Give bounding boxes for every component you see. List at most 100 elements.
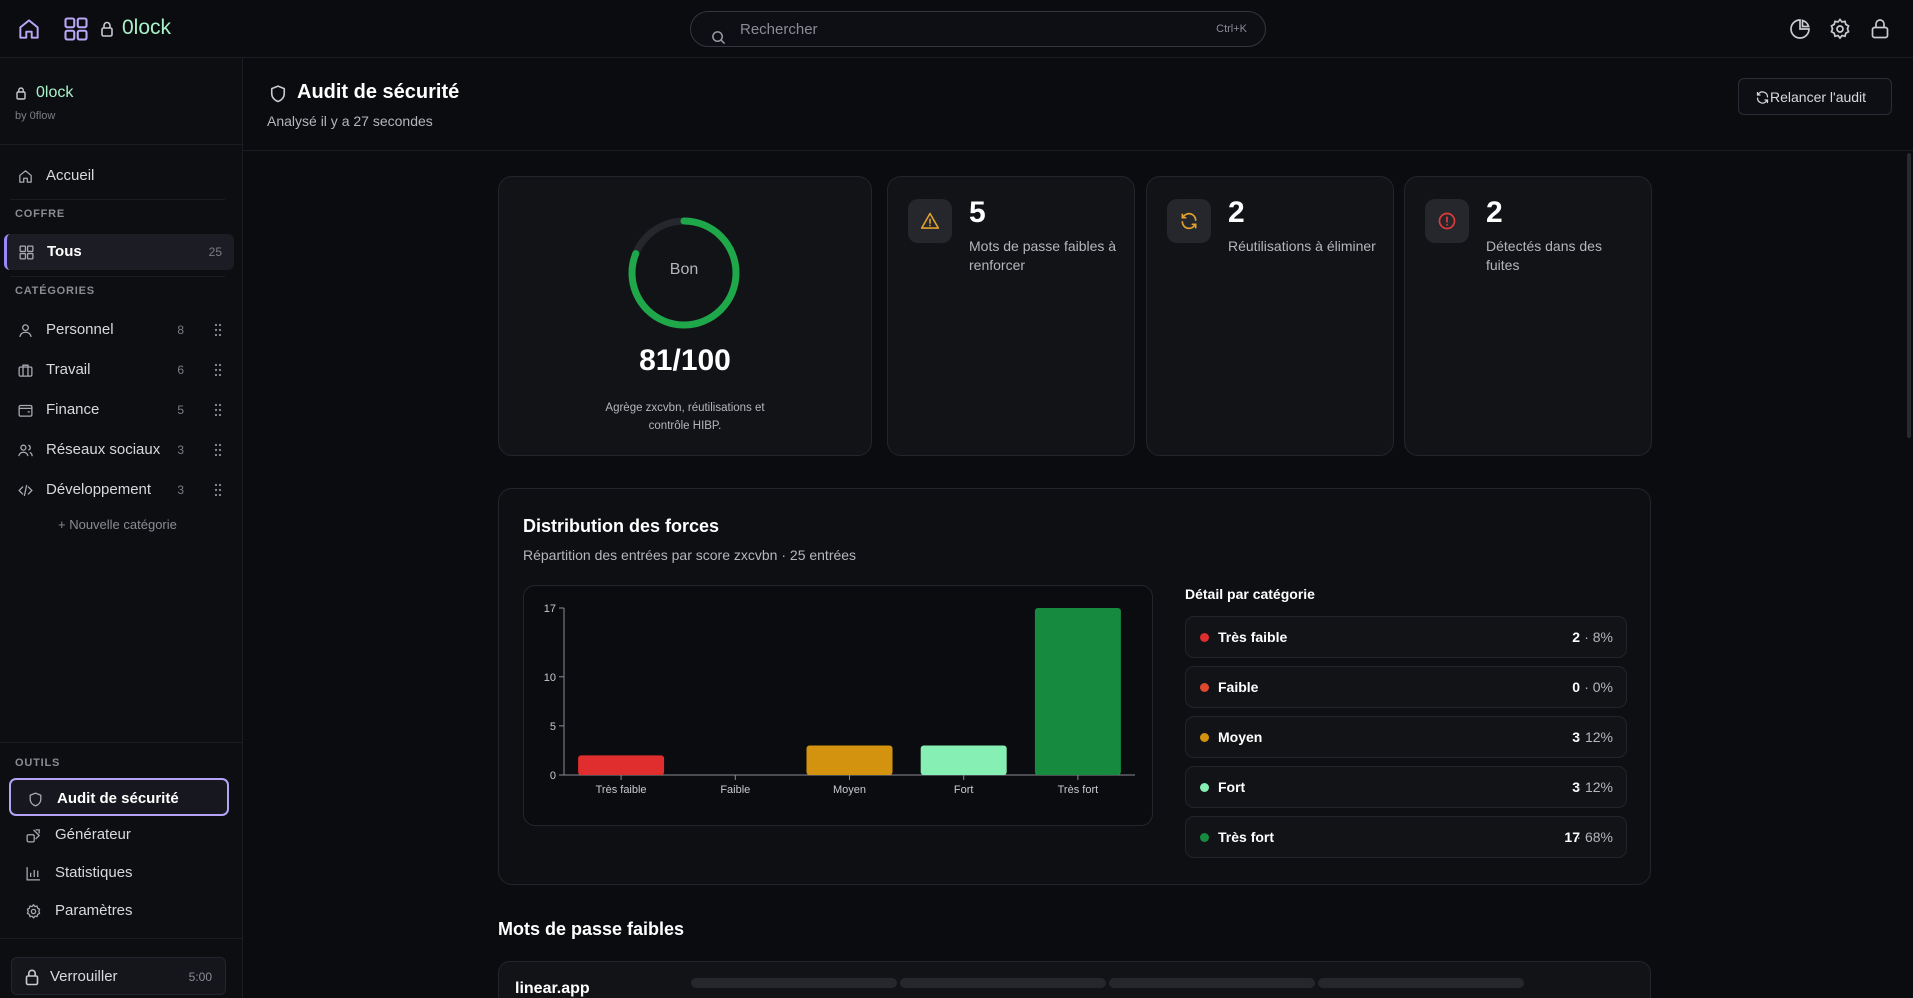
sidebar-byline: by 0flow: [15, 110, 56, 122]
chart-icon: [25, 865, 42, 882]
breakdown-count: 3: [1572, 729, 1580, 745]
tool-label: Audit de sécurité: [57, 790, 179, 807]
bar-moyen: [806, 745, 893, 775]
drag-handle-icon[interactable]: [214, 323, 222, 337]
drag-handle-icon[interactable]: [214, 483, 222, 497]
bar-très-fort: [1034, 608, 1121, 775]
drag-handle-icon[interactable]: [214, 403, 222, 417]
tool-label: Paramètres: [55, 902, 133, 919]
sidebar-item-label: Accueil: [46, 167, 95, 184]
breakdown-title: Détail par catégorie: [1185, 586, 1315, 602]
x-tick-label: Très fort: [1058, 784, 1099, 796]
breakdown-percent: · 12%: [1576, 729, 1613, 745]
stat-card-weak[interactable]: 5 Mots de passe faibles à renforcer: [887, 176, 1135, 456]
stat-value: 2: [1228, 196, 1245, 229]
refresh-icon: [1755, 90, 1770, 105]
page-title: Audit de sécurité: [297, 81, 460, 103]
tool-security-audit[interactable]: Audit de sécurité: [9, 778, 229, 816]
sidebar-brand: 0lock: [36, 84, 74, 101]
breakdown-count: 17: [1564, 829, 1580, 845]
x-tick-label: Faible: [720, 784, 750, 796]
sidebar-item-home[interactable]: Accueil: [6, 158, 234, 194]
sidebar-item-label: Développement: [46, 481, 152, 498]
score-card: Bon 81/100 Agrège zxcvbn, réutilisations…: [498, 176, 872, 456]
home-icon[interactable]: [16, 16, 42, 42]
breakdown-row: Moyen 3 · 12%: [1185, 716, 1627, 758]
new-category-button[interactable]: + Nouvelle catégorie: [58, 517, 177, 532]
sidebar-item-all[interactable]: Tous 25: [4, 234, 234, 270]
gear-icon: [25, 903, 42, 920]
page-subtitle: Analysé il y a 27 secondes: [267, 113, 433, 129]
breakdown-row: Faible 0 · 0%: [1185, 666, 1627, 708]
y-tick-label: 17: [544, 603, 556, 615]
breakdown-count: 2: [1572, 629, 1580, 645]
sidebar-item-developpement[interactable]: Développement 3: [6, 472, 234, 508]
section-heading-vault: COFFRE: [15, 208, 66, 220]
lock-vault-icon[interactable]: [1868, 17, 1892, 41]
apps-grid-icon[interactable]: [62, 15, 90, 43]
sidebar-item-label: Personnel: [46, 321, 114, 338]
weak-password-item[interactable]: linear.app: [498, 961, 1651, 998]
legend-dot: [1200, 683, 1209, 692]
refresh-icon-box: [1167, 199, 1211, 243]
score-gauge: [628, 217, 740, 329]
stat-value: 5: [969, 196, 986, 229]
stat-text: Mots de passe faibles à renforcer: [969, 238, 1117, 273]
sidebar-item-label: Tous: [47, 243, 82, 260]
strength-segment: [691, 978, 897, 988]
alert-circle-icon: [1438, 212, 1456, 230]
legend-dot: [1200, 733, 1209, 742]
breakdown-name: Très fort: [1218, 829, 1275, 845]
breakdown-percent: · 68%: [1576, 829, 1613, 845]
shield-icon: [27, 791, 44, 808]
drag-handle-icon[interactable]: [214, 363, 222, 377]
top-bar: 0lock Rechercher Ctrl+K: [0, 0, 1913, 58]
divider: [10, 276, 225, 277]
refresh-icon: [1181, 212, 1197, 230]
stat-text: Détectés dans des fuites: [1486, 238, 1602, 273]
drag-handle-icon[interactable]: [214, 443, 222, 457]
search-shortcut: Ctrl+K: [1216, 23, 1247, 35]
tool-generator[interactable]: Générateur: [9, 816, 229, 854]
strength-segment: [1318, 978, 1524, 988]
breakdown-percent: · 8%: [1584, 629, 1613, 645]
scrollbar-thumb[interactable]: [1907, 153, 1911, 438]
search-placeholder: Rechercher: [740, 21, 818, 38]
lock-button[interactable]: Verrouiller 5:00: [11, 957, 226, 995]
x-tick-label: Moyen: [833, 784, 866, 796]
y-tick-label: 10: [544, 672, 556, 684]
sidebar-item-travail[interactable]: Travail 6: [6, 352, 234, 388]
sidebar-item-count: 3: [177, 443, 184, 457]
x-tick-label: Très faible: [596, 784, 647, 796]
sidebar-item-label: Réseaux sociaux: [46, 441, 161, 458]
breakdown-count: 3: [1572, 779, 1580, 795]
breakdown-count: 0: [1572, 679, 1580, 695]
sidebar-item-personnel[interactable]: Personnel 8: [6, 312, 234, 348]
section-title-weak-passwords: Mots de passe faibles: [498, 919, 685, 939]
breakdown-name: Moyen: [1218, 729, 1263, 745]
stat-card-breaches[interactable]: 2 Détectés dans des fuites: [1404, 176, 1652, 456]
breakdown-row: Fort 3 · 12%: [1185, 766, 1627, 808]
divider: [0, 742, 242, 743]
search-input[interactable]: Rechercher Ctrl+K: [690, 11, 1266, 47]
page-header: Audit de sécurité Analysé il y a 27 seco…: [243, 58, 1913, 151]
sidebar: 0lock by 0flow Accueil COFFRE Tous 25 CA…: [0, 58, 243, 998]
breakdown-percent: · 12%: [1576, 779, 1613, 795]
gear-icon[interactable]: [1828, 17, 1852, 41]
x-tick-label: Fort: [954, 784, 974, 796]
tool-settings[interactable]: Paramètres: [9, 892, 229, 930]
app-brand[interactable]: 0lock: [122, 16, 172, 39]
sidebar-item-finance[interactable]: Finance 5: [6, 392, 234, 428]
pie-chart-icon[interactable]: [1788, 17, 1812, 41]
legend-dot: [1200, 633, 1209, 642]
wallet-icon: [17, 402, 34, 419]
rerun-audit-button[interactable]: Relancer l'audit: [1738, 78, 1892, 115]
sidebar-item-count: 8: [177, 323, 184, 337]
tool-statistics[interactable]: Statistiques: [9, 854, 229, 892]
section-heading-categories: CATÉGORIES: [15, 285, 95, 297]
stat-card-reuse[interactable]: 2 Réutilisations à éliminer: [1146, 176, 1394, 456]
bar-très-faible: [578, 755, 665, 775]
strength-segment: [1109, 978, 1315, 988]
sidebar-item-reseaux-sociaux[interactable]: Réseaux sociaux 3: [6, 432, 234, 468]
score-rating: Bon: [669, 261, 699, 278]
